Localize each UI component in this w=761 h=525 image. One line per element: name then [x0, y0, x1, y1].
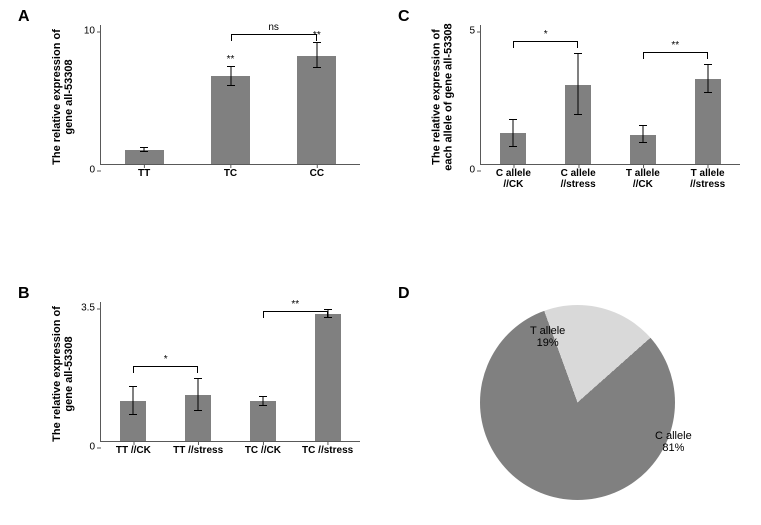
- y-tick: 5: [469, 26, 481, 37]
- significance-bracket: [263, 311, 328, 312]
- error-cap: [227, 66, 235, 67]
- significance-mark: **: [313, 30, 321, 41]
- error-cap: [313, 67, 321, 68]
- x-tick: TT //stress: [173, 441, 223, 456]
- bar: [250, 401, 276, 441]
- error-cap: [574, 114, 582, 115]
- error-bar: [230, 67, 231, 86]
- error-cap: [194, 410, 202, 411]
- y-tick: 0: [89, 165, 101, 176]
- x-tick: TC: [224, 164, 237, 179]
- panel-d-chart: T allele19% C allele81%: [430, 300, 730, 510]
- x-tick: T allele//CK: [626, 164, 660, 190]
- error-cap: [639, 142, 647, 143]
- error-cap: [324, 309, 332, 310]
- error-cap: [140, 147, 148, 148]
- bar: [125, 150, 164, 164]
- error-cap: [227, 85, 235, 86]
- panel-b-chart: The relative expression ofgene all-53308…: [40, 292, 370, 457]
- significance-label: **: [291, 299, 299, 310]
- significance-bracket: [643, 52, 708, 53]
- x-tick: TT: [138, 164, 150, 179]
- bar: [315, 314, 341, 441]
- error-cap: [574, 53, 582, 54]
- x-tick: TC //CK: [245, 441, 281, 456]
- bar: [211, 76, 250, 164]
- y-tick: 0: [469, 165, 481, 176]
- error-bar: [316, 43, 317, 68]
- x-tick: TC //stress: [302, 441, 353, 456]
- error-cap: [194, 378, 202, 379]
- error-cap: [704, 64, 712, 65]
- panel-a-ylabel: The relative expression ofgene all-53308: [51, 12, 75, 182]
- significance-mark: **: [227, 54, 235, 65]
- error-cap: [704, 92, 712, 93]
- panel-b-label: B: [18, 285, 30, 303]
- x-tick: C allele//stress: [561, 164, 596, 190]
- error-cap: [639, 125, 647, 126]
- y-tick: 3.5: [81, 303, 101, 314]
- panel-b-ylabel: The relative expression ofgene all-53308: [51, 289, 75, 459]
- pie-c-label: C allele81%: [655, 430, 692, 454]
- error-bar: [133, 387, 134, 415]
- panel-a-plot: 010TTTC**CC**ns: [100, 25, 360, 165]
- error-cap: [509, 146, 517, 147]
- error-cap: [129, 386, 137, 387]
- error-bar: [198, 379, 199, 411]
- panel-c-ylabel: The relative expression ofeach allele of…: [431, 0, 455, 195]
- significance-label: ns: [268, 22, 279, 33]
- error-bar: [642, 126, 643, 143]
- pie-chart: [480, 305, 675, 500]
- error-cap: [140, 151, 148, 152]
- bar: [297, 56, 336, 164]
- error-cap: [259, 396, 267, 397]
- panel-a-label: A: [18, 8, 30, 26]
- x-tick: CC: [310, 164, 324, 179]
- significance-bracket: [231, 34, 317, 35]
- y-tick: 10: [84, 26, 101, 37]
- panel-a-chart: The relative expression ofgene all-53308…: [40, 15, 370, 180]
- error-cap: [259, 405, 267, 406]
- panel-b-plot: 03.5TT //CKTT //stressTC //CKTC //stress…: [100, 302, 360, 442]
- significance-bracket: [133, 366, 198, 367]
- x-tick: C allele//CK: [496, 164, 531, 190]
- error-cap: [324, 317, 332, 318]
- error-bar: [707, 65, 708, 93]
- y-tick: 0: [89, 442, 101, 453]
- x-tick: TT //CK: [116, 441, 151, 456]
- error-bar: [513, 120, 514, 148]
- panel-c-chart: The relative expression ofeach allele of…: [420, 15, 750, 180]
- pie-t-label: T allele19%: [530, 325, 565, 349]
- error-cap: [129, 414, 137, 415]
- significance-label: **: [671, 40, 679, 51]
- panel-d-label: D: [398, 285, 410, 303]
- error-cap: [509, 119, 517, 120]
- significance-label: *: [164, 354, 168, 365]
- panel-c-plot: 05C allele//CKC allele//stressT allele//…: [480, 25, 740, 165]
- x-tick: T allele//stress: [690, 164, 725, 190]
- error-cap: [313, 42, 321, 43]
- error-bar: [578, 54, 579, 115]
- significance-label: *: [544, 29, 548, 40]
- significance-bracket: [513, 41, 578, 42]
- panel-c-label: C: [398, 8, 410, 26]
